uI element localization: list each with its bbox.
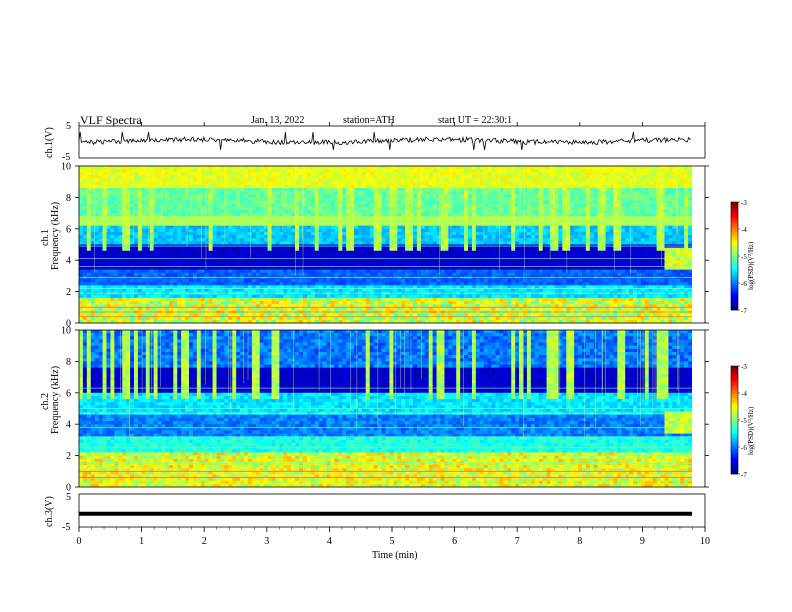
ch1-spec-ylabel: Frequency (kHz)	[50, 202, 61, 270]
x-tick-label: 4	[327, 536, 332, 547]
ch3-ylabel: ch.3(V)	[44, 496, 55, 527]
ch2-spectrogram	[79, 330, 705, 488]
colorbar-tick-label: -3	[741, 199, 747, 207]
freq-tick-label-ch2: 6	[66, 388, 71, 399]
panel-frames	[78, 125, 706, 528]
x-tick-label: 2	[202, 536, 207, 547]
colorbar-tick-label: -4	[741, 390, 747, 398]
freq-tick-label-ch2: 10	[61, 326, 71, 337]
x-axis-label: Time (min)	[372, 550, 417, 561]
colorbar-tick-label: -5	[741, 417, 747, 425]
colorbar-tick-label: -7	[741, 307, 747, 315]
colorbar-tick-label: -3	[741, 363, 747, 371]
colorbar-tick-label: -7	[741, 471, 747, 479]
panel-frame-s1	[78, 165, 706, 324]
colorbar-tick-label: -6	[741, 444, 747, 452]
ch1-spec-channel-label: ch.1	[40, 229, 51, 246]
x-tick-label: 0	[77, 536, 82, 547]
chart-date: Jan. 13, 2022	[251, 115, 305, 126]
colorbar-tick-label: -6	[741, 280, 747, 288]
ch2-spec-ylabel: Frequency (kHz)	[50, 366, 61, 434]
x-tick-label: 9	[640, 536, 645, 547]
freq-tick-label-ch2: 2	[66, 451, 71, 462]
freq-tick-label-ch1: 0	[66, 319, 71, 330]
x-tick-label: 1	[139, 536, 144, 547]
ch3-ymin-label: -5	[62, 522, 70, 533]
x-tick-label: 7	[515, 536, 520, 547]
ch1-colorbar: -3 -4 -5 -6 -7	[730, 199, 747, 315]
ch1-spectrogram	[79, 166, 705, 324]
freq-tick-label-ch1: 10	[61, 162, 71, 173]
freq-tick-label-ch2: 0	[66, 483, 71, 494]
ch3-ymax-label: 5	[66, 492, 71, 503]
ch1-waveform-trace	[78, 131, 692, 151]
x-tick-label: 5	[390, 536, 395, 547]
ch2-colorbar: -3 -4 -5 -6 -7	[730, 363, 747, 479]
ch1-ymin-label: -5	[62, 152, 70, 163]
x-tick-label: 10	[700, 536, 710, 547]
chart-start-time: start UT = 22:30:1	[438, 115, 513, 126]
panel-frame-s2	[78, 329, 706, 488]
ch2-colorbar-label: log(PSD)(V²/Hz)	[747, 406, 755, 455]
freq-tick-label-ch2: 8	[66, 357, 71, 368]
ch2-spec-channel-label: ch.2	[40, 393, 51, 410]
ch1-ylabel: ch.1(V)	[44, 127, 55, 158]
colorbar-tick-label: -4	[741, 226, 747, 234]
freq-tick-label-ch1: 6	[66, 224, 71, 235]
ch1-waveform	[78, 131, 692, 151]
chart-station: station=ATH	[343, 115, 395, 126]
chart-title: VLF Spectra	[80, 113, 142, 127]
freq-tick-label-ch1: 2	[66, 287, 71, 298]
panel-frame-w3	[78, 493, 706, 528]
freq-tick-label-ch1: 8	[66, 193, 71, 204]
colorbar-tick-label: -5	[741, 253, 747, 261]
x-tick-label: 6	[452, 536, 457, 547]
freq-tick-label-ch2: 4	[66, 420, 71, 431]
freq-tick-label-ch1: 4	[66, 256, 71, 267]
ch1-ymax-label: 5	[66, 121, 71, 132]
x-tick-label: 8	[577, 536, 582, 547]
ch1-colorbar-label: log(PSD)(V²/Hz)	[747, 241, 755, 290]
x-tick-label: 3	[264, 536, 269, 547]
